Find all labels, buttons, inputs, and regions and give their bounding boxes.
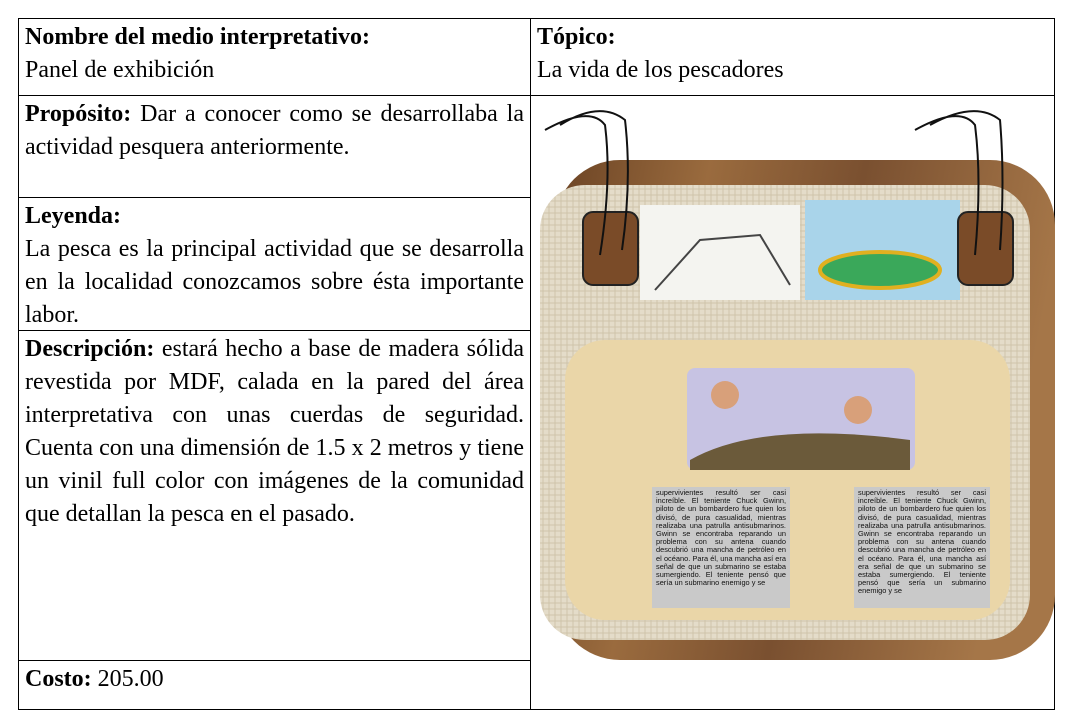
sketch-photo bbox=[640, 205, 800, 300]
legend-cell: Leyenda: La pesca es la principal activid… bbox=[18, 197, 531, 331]
fisherman-2 bbox=[844, 396, 872, 424]
label: Descripción: bbox=[25, 336, 155, 362]
label: Nombre del medio interpretativo: bbox=[25, 24, 371, 50]
value: La vida de los pescadores bbox=[537, 57, 784, 83]
topic-cell: Tópico: La vida de los pescadores bbox=[530, 18, 1055, 96]
value: Dar a conocer como se desarrollaba la ac… bbox=[25, 101, 525, 160]
rope bbox=[544, 110, 629, 256]
label: Tópico: bbox=[537, 24, 616, 50]
rope-loop bbox=[957, 211, 1014, 286]
fisherman-1 bbox=[711, 381, 739, 409]
panel-text: supervivientes resultó ser casi increíbl… bbox=[652, 487, 790, 608]
boat-shape bbox=[818, 250, 942, 290]
label: Costo: bbox=[25, 666, 92, 692]
purpose-cell: Propósito: Dar a conocer como se desarro… bbox=[18, 95, 531, 198]
label: Propósito: bbox=[25, 101, 132, 127]
value: estará hecho a base de madera sólida rev… bbox=[25, 336, 525, 527]
label: Leyenda: bbox=[25, 203, 121, 229]
rope-loop bbox=[582, 211, 639, 286]
value: Panel de exhibición bbox=[25, 57, 215, 83]
fishermen-boat bbox=[690, 433, 910, 470]
value: 205.00 bbox=[97, 666, 164, 692]
panel-text: supervivientes resultó ser casi increíbl… bbox=[854, 487, 990, 608]
rope bbox=[914, 110, 1004, 256]
sketch-lines bbox=[654, 233, 791, 291]
value: La pesca es la principal actividad que s… bbox=[25, 236, 524, 328]
name-cell: Nombre del medio interpretativo: Panel de… bbox=[18, 18, 531, 96]
